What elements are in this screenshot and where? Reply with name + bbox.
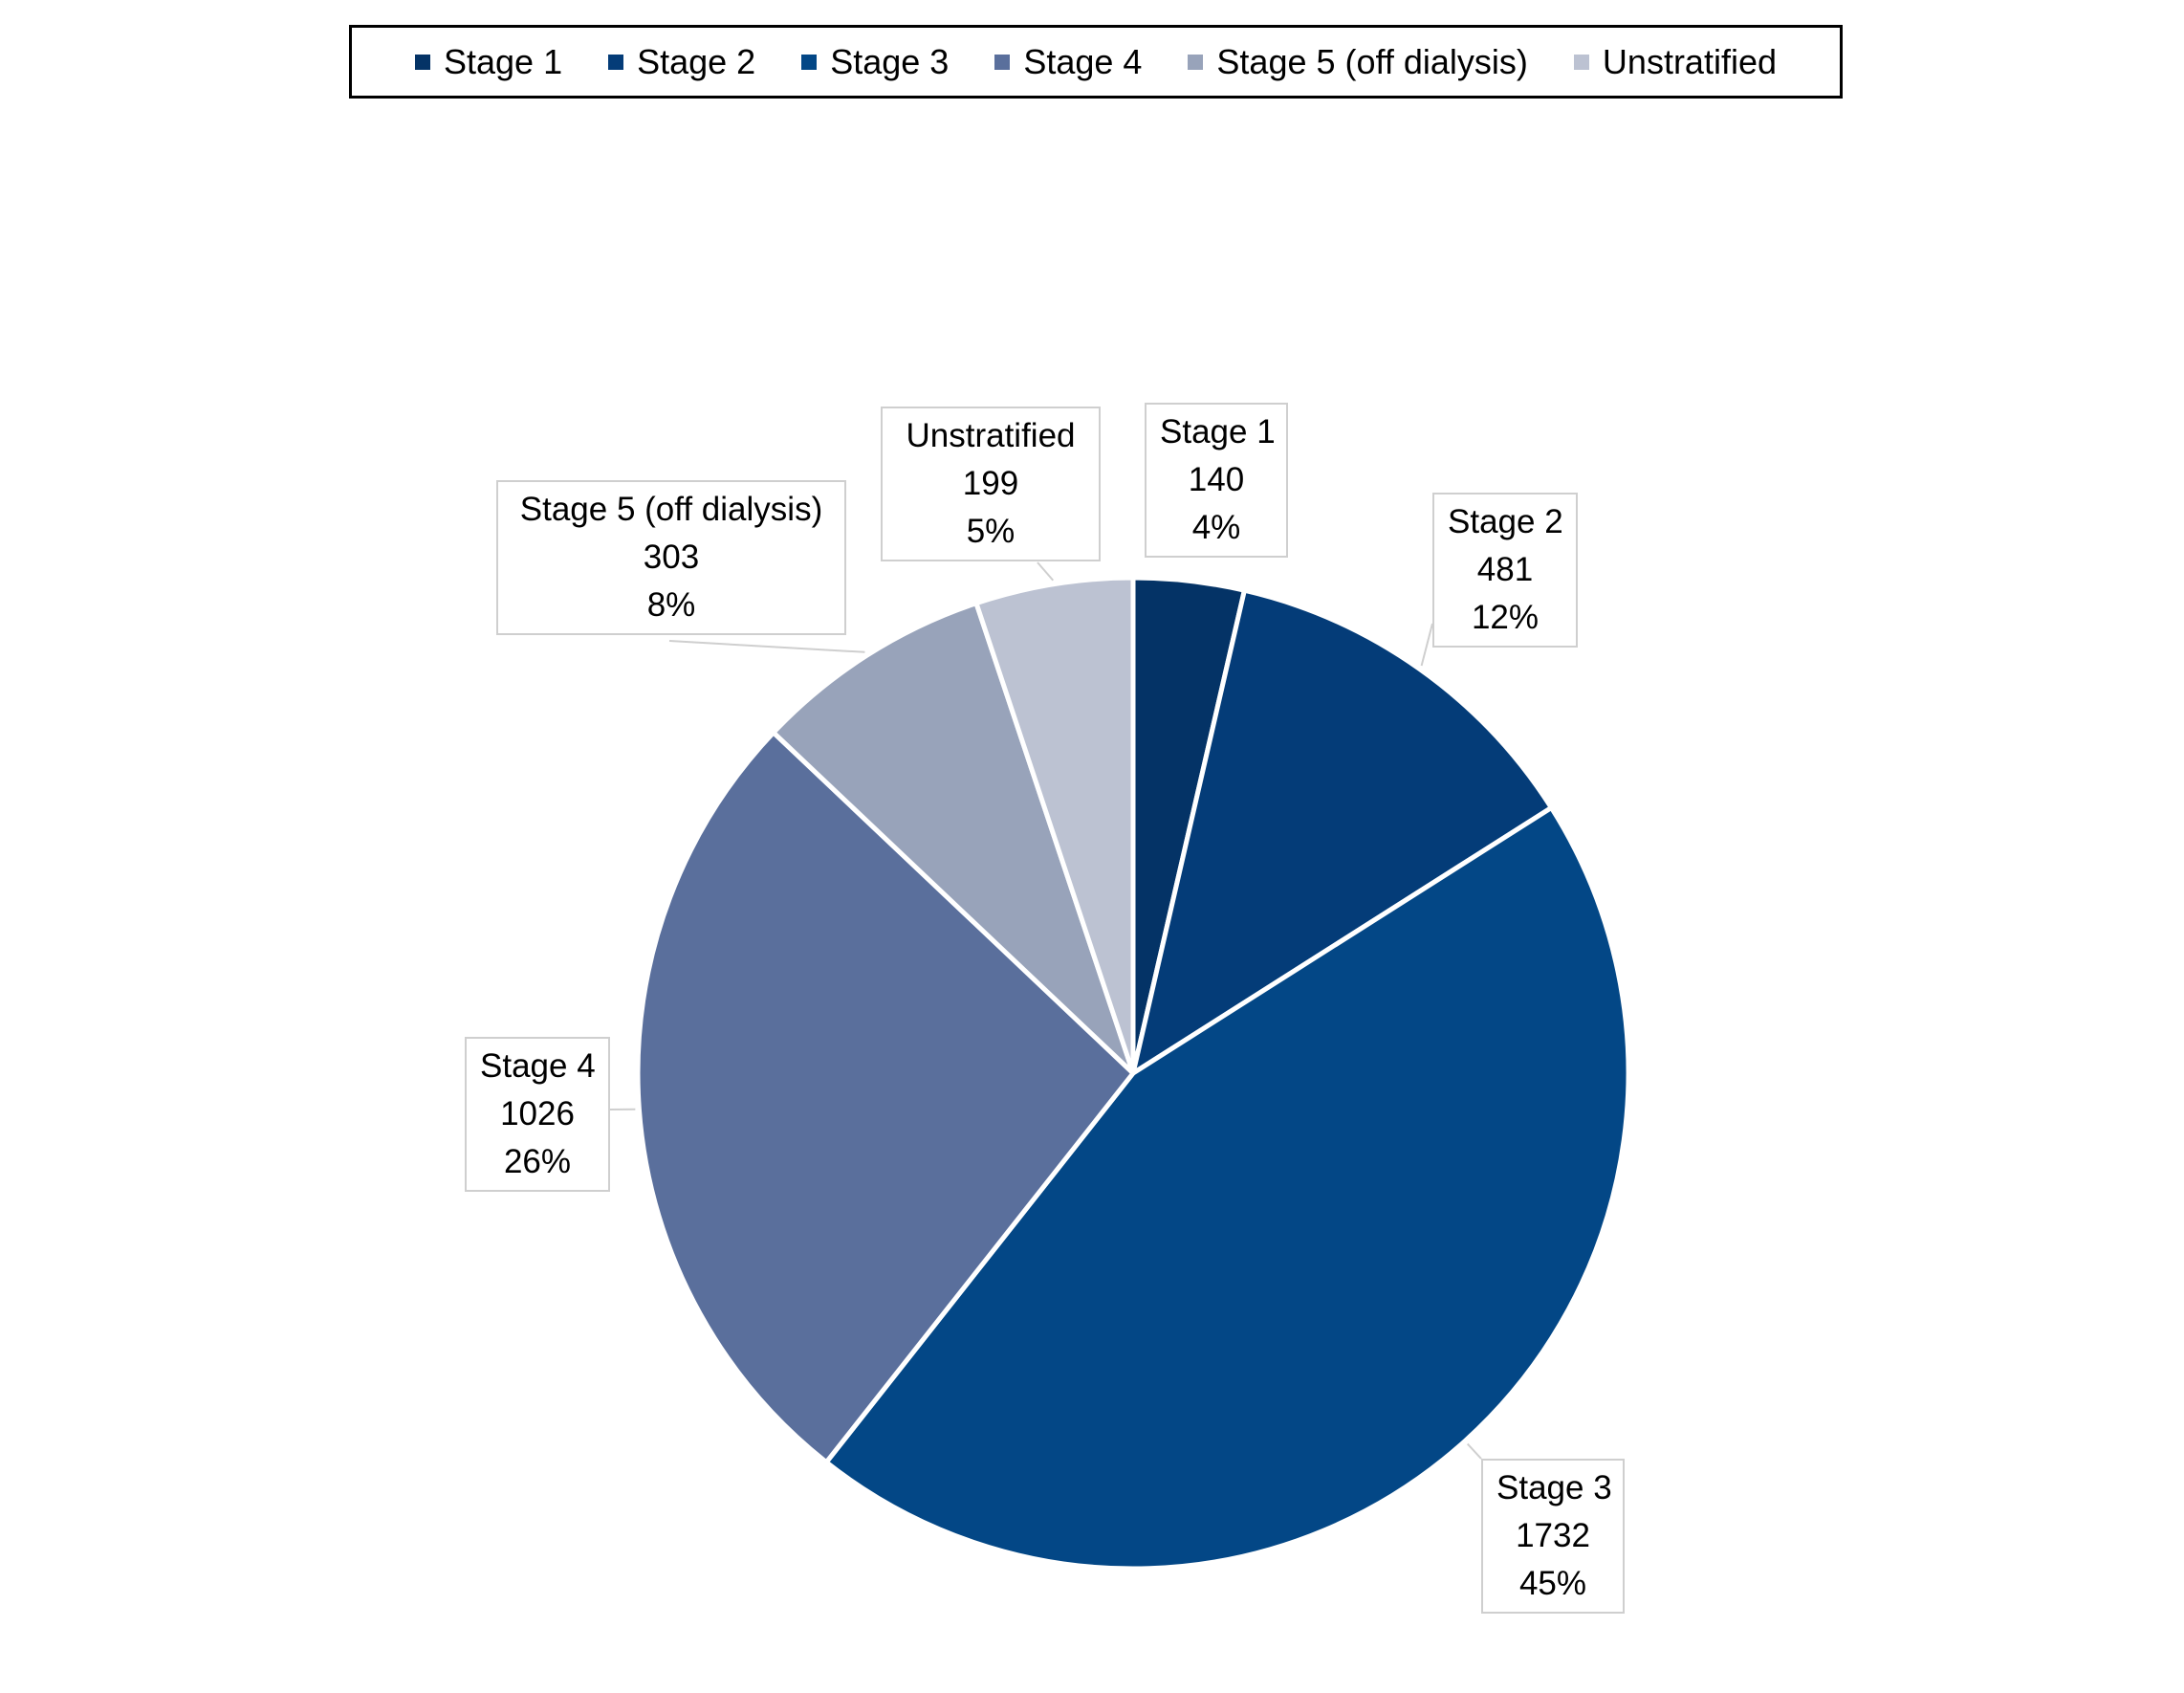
data-label-percent: 4% — [1191, 509, 1241, 546]
data-label-stage-5: Stage 5 (off dialysis) 303 8% — [496, 480, 846, 635]
data-label-percent: 45% — [1518, 1565, 1587, 1602]
data-label-percent: 5% — [966, 513, 1016, 550]
data-label-value: 1026 — [500, 1095, 575, 1132]
legend-swatch-stage-5 — [1188, 54, 1204, 70]
leader-line-unstratified — [1037, 561, 1055, 582]
legend-label-stage-1: Stage 1 — [443, 41, 563, 81]
data-label-value: 303 — [643, 539, 700, 576]
data-label-stage-1: Stage 1 140 4% — [1145, 403, 1288, 558]
legend-label-unstratified: Unstratified — [1602, 41, 1777, 81]
data-label-category: Stage 3 — [1496, 1469, 1612, 1506]
legend-item-stage-3[interactable]: Stage 3 — [801, 42, 949, 82]
pie-slice-stage-3[interactable] — [822, 804, 1631, 1572]
data-label-stage-2: Stage 2 481 12% — [1432, 493, 1578, 648]
data-label-stage-3: Stage 3 1732 45% — [1481, 1459, 1625, 1614]
data-label-category: Stage 5 (off dialysis) — [519, 491, 823, 528]
legend-swatch-stage-1 — [414, 54, 430, 70]
pie-slice-stage-5[interactable] — [770, 600, 1136, 1075]
pie-slice-unstratified[interactable] — [972, 575, 1136, 1074]
pie-slice-stage-4[interactable] — [635, 729, 1137, 1466]
leader-line-stage-2 — [1420, 623, 1433, 667]
legend-label-stage-3: Stage 3 — [830, 41, 950, 81]
data-label-percent: 12% — [1471, 599, 1540, 636]
legend-label-stage-5: Stage 5 (off dialysis) — [1216, 41, 1528, 81]
legend-label-stage-2: Stage 2 — [637, 41, 756, 81]
data-label-category: Unstratified — [906, 417, 1076, 454]
data-label-percent: 26% — [503, 1143, 572, 1180]
legend-swatch-stage-4 — [994, 54, 1011, 70]
legend-label-stage-4: Stage 4 — [1023, 41, 1143, 81]
leader-line-stage-5 — [668, 640, 865, 653]
data-label-category: Stage 4 — [480, 1047, 596, 1085]
legend-item-stage-2[interactable]: Stage 2 — [608, 42, 755, 82]
leader-line-stage-3 — [1467, 1442, 1482, 1460]
data-label-category: Stage 2 — [1448, 503, 1563, 540]
legend-item-stage-1[interactable]: Stage 1 — [414, 41, 563, 82]
data-label-stage-4: Stage 4 1026 26% — [465, 1037, 610, 1192]
legend-swatch-unstratified — [1573, 54, 1589, 70]
legend-item-stage-5[interactable]: Stage 5 (off dialysis) — [1188, 42, 1528, 82]
data-label-percent: 8% — [646, 586, 696, 624]
data-label-category: Stage 1 — [1160, 413, 1276, 451]
pie-slice-stage-2[interactable] — [1129, 587, 1555, 1079]
legend-swatch-stage-3 — [801, 54, 818, 70]
data-label-unstratified: Unstratified 199 5% — [881, 407, 1101, 561]
data-label-value: 140 — [1188, 461, 1245, 498]
data-label-value: 199 — [962, 465, 1019, 502]
legend-item-unstratified[interactable]: Unstratified — [1573, 41, 1777, 82]
legend-item-stage-4[interactable]: Stage 4 — [994, 42, 1142, 82]
legend-swatch-stage-2 — [608, 54, 624, 70]
data-label-value: 481 — [1476, 551, 1534, 588]
data-label-value: 1732 — [1516, 1517, 1590, 1554]
legend: Stage 1 Stage 2 Stage 3 Stage 4 Stage 5 … — [349, 25, 1843, 99]
